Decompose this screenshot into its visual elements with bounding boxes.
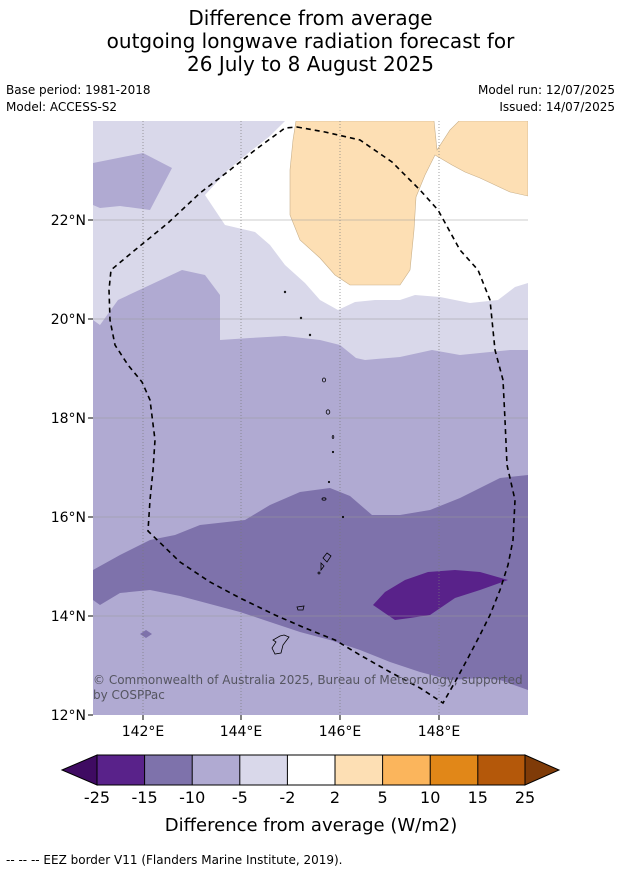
island-rota-minor [317,571,321,575]
colorbar-segment [430,755,478,785]
island [283,290,287,294]
lat-label-14n: 14°N [51,609,86,625]
colorbar-tick-label: -5 [232,788,248,807]
colorbar-under-arrow [60,754,98,786]
island [308,333,312,337]
colorbar-segment [239,755,288,785]
colorbar: -25 -15 -10 -5 -2 2 5 10 15 25 Differenc… [60,754,561,836]
lat-label-22n: 22°N [51,213,86,229]
lon-label-148e: 148°E [418,724,461,740]
colorbar-segment [477,755,525,785]
island [321,497,327,501]
colorbar-tick-label: 15 [468,788,488,807]
island [327,480,331,484]
eez-legend-note: -- -- -- EEZ border V11 (Flanders Marine… [6,853,343,867]
colorbar-segment [97,755,145,785]
longitude-axis: 142°E 144°E 146°E 148°E [122,715,461,740]
anomaly-patch-minus15-to-minus25 [373,570,508,620]
colorbar-tick-label: 5 [378,788,388,807]
lon-label-142e: 142°E [122,724,165,740]
island-guam [271,634,290,655]
colorbar-tick-label: 10 [420,788,440,807]
island-rota [296,605,305,611]
lon-label-144e: 144°E [220,724,263,740]
anomaly-band-plus2-to-plus5 [289,121,528,286]
island [331,435,335,439]
colorbar-tick-label: -25 [84,788,110,807]
map-title-line-1: Difference from average [188,6,433,30]
colorbar-segment [335,755,383,785]
colorbar-segment [287,755,335,785]
map-title-line-2: outgoing longwave radiation forecast for [106,29,515,53]
island [325,409,331,415]
issued-label: Issued: 14/07/2025 [499,100,615,114]
island [299,316,303,320]
lat-label-12n: 12°N [51,708,86,724]
colorbar-tick-label: 25 [515,788,535,807]
colorbar-tick-label: -10 [179,788,205,807]
lat-label-20n: 20°N [51,312,86,328]
colorbar-segment [192,755,240,785]
copyright-line-1: © Commonwealth of Australia 2025, Bureau… [93,673,523,687]
map-title-line-3: 26 July to 8 August 2025 [187,52,434,76]
island [321,377,326,383]
anomaly-field: © Commonwealth of Australia 2025, Bureau… [93,121,528,715]
island [331,450,335,454]
lat-label-16n: 16°N [51,510,86,526]
latitude-axis: 22°N 20°N 18°N 16°N 14°N 12°N [51,213,93,724]
model-run-label: Model run: 12/07/2025 [477,83,615,97]
island [341,515,345,519]
colorbar-tick-label: -15 [132,788,158,807]
graticule-lat [93,219,528,617]
copyright-line-2: by COSPPac [93,688,165,702]
colorbar-over-arrow [524,754,561,786]
lat-label-18n: 18°N [51,411,86,427]
anomaly-patch-minus5-to-minus10 [93,153,172,210]
island-tinian [320,562,325,572]
anomaly-band-minus10-to-minus15 [93,475,528,690]
eez-border [108,126,516,705]
colorbar-tick-label: -2 [279,788,295,807]
colorbar-tick-label: 2 [330,788,340,807]
lon-label-146e: 146°E [319,724,362,740]
colorbar-segment [382,755,431,785]
colorbar-segment [144,755,193,785]
model-label: Model: ACCESS-S2 [6,100,118,114]
base-period-label: Base period: 1981-2018 [6,83,151,97]
island-saipan [322,552,332,563]
colorbar-title: Difference from average (W/m2) [165,815,457,836]
island-outlines [271,290,345,655]
